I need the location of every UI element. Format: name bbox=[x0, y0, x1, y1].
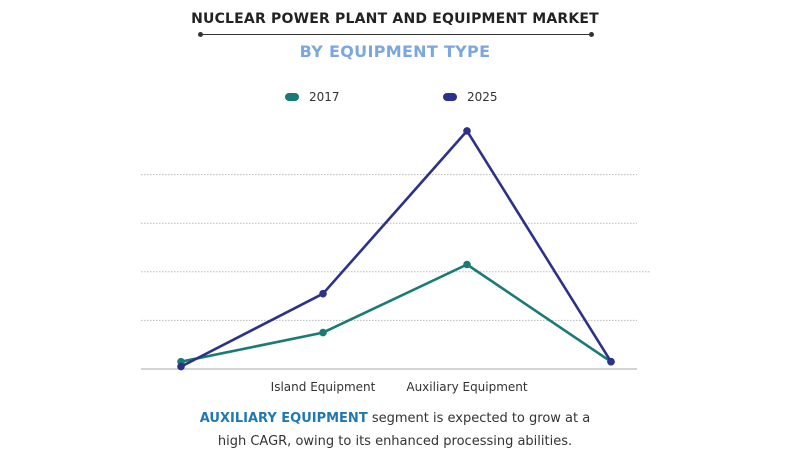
line-chart: Island Equipment Auxiliary Equipment bbox=[141, 127, 651, 394]
x-tick-label: Island Equipment bbox=[271, 380, 376, 394]
legend-label-2025: 2025 bbox=[467, 90, 498, 104]
x-tick-label: Auxiliary Equipment bbox=[406, 380, 528, 394]
title-divider bbox=[198, 32, 594, 37]
chart-subtitle: BY EQUIPMENT TYPE bbox=[299, 42, 491, 61]
divider-right-dot bbox=[589, 32, 594, 37]
data-point-2025 bbox=[177, 362, 185, 371]
legend-swatch-2025 bbox=[443, 93, 457, 101]
data-point-2017 bbox=[319, 328, 327, 337]
legend-label-2017: 2017 bbox=[309, 90, 340, 104]
data-point-2025 bbox=[463, 127, 471, 135]
data-point-2025 bbox=[607, 357, 615, 366]
data-point-2025 bbox=[319, 289, 327, 298]
caption-line1: segment is expected to grow at a bbox=[367, 411, 591, 426]
series-line-2025 bbox=[180, 129, 613, 368]
legend-item-2025: 2025 bbox=[443, 90, 498, 104]
chart-legend: 2017 2025 bbox=[0, 90, 790, 108]
divider-left-dot bbox=[198, 32, 203, 37]
data-point-2017 bbox=[463, 260, 471, 269]
legend-swatch-2017 bbox=[285, 93, 299, 101]
caption-highlight: AUXILIARY EQUIPMENT bbox=[199, 411, 368, 426]
chart-caption: AUXILIARY EQUIPMENT segment is expected … bbox=[0, 407, 790, 453]
caption-line2: high CAGR, owing to its enhanced process… bbox=[217, 434, 573, 449]
legend-item-2017: 2017 bbox=[285, 90, 340, 104]
chart-title: NUCLEAR POWER PLANT AND EQUIPMENT MARKET bbox=[191, 11, 599, 27]
series-line-2017 bbox=[180, 263, 612, 363]
